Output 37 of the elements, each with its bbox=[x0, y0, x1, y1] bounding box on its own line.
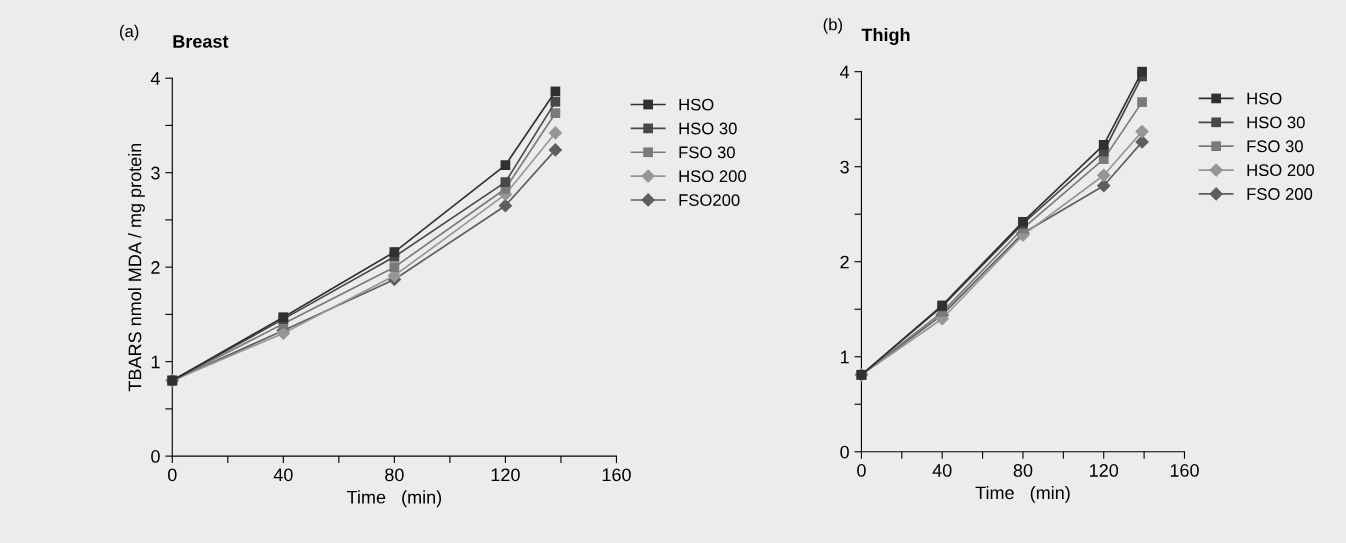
text: (a) bbox=[120, 24, 139, 41]
y-tick-label: 0 bbox=[151, 450, 160, 463]
chart-title: Breast bbox=[173, 35, 229, 48]
x-tick-label: 40 bbox=[273, 468, 293, 482]
legend-label: HSO 30 bbox=[679, 122, 737, 135]
legend-label: FSO200 bbox=[679, 194, 740, 206]
legend-label: HSO bbox=[1247, 92, 1282, 105]
legend-label: HSO 200 bbox=[679, 170, 747, 183]
x-tick-label: 120 bbox=[1090, 464, 1119, 477]
text: (b) bbox=[823, 18, 843, 34]
x-tick-label: 0 bbox=[857, 464, 866, 477]
y-tick-label: 2 bbox=[151, 261, 160, 274]
legend-label: HSO 30 bbox=[1247, 116, 1305, 129]
x-tick-label: 160 bbox=[1170, 464, 1199, 477]
y-tick-label: 1 bbox=[151, 355, 160, 369]
legend-label: FSO 30 bbox=[1247, 140, 1303, 153]
x-tick-label: 0 bbox=[167, 468, 177, 482]
y-tick-label: 1 bbox=[840, 350, 849, 364]
x-axis-title: Time (min) bbox=[975, 485, 1070, 503]
x-tick-label: 80 bbox=[1013, 464, 1033, 477]
legend-label: FSO 200 bbox=[1247, 188, 1313, 200]
x-tick-label: 80 bbox=[385, 468, 404, 482]
x-tick-label: 120 bbox=[491, 468, 520, 482]
y-tick-label: 4 bbox=[150, 72, 160, 85]
x-tick-label: 40 bbox=[932, 464, 952, 477]
y-axis-title: TBARS nmol MDA / mg protein bbox=[128, 143, 145, 392]
x-tick-label: 160 bbox=[602, 468, 631, 482]
y-tick-label: 0 bbox=[840, 445, 849, 459]
y-tick-label: 3 bbox=[151, 166, 160, 180]
legend-label: FSO 30 bbox=[679, 146, 735, 159]
legend-label: HSO bbox=[679, 98, 714, 111]
y-tick-label: 3 bbox=[840, 160, 849, 174]
y-tick-label: 2 bbox=[840, 255, 849, 269]
x-axis-title: Time (min) bbox=[346, 490, 442, 508]
y-tick-label: 4 bbox=[840, 65, 850, 79]
legend-label: HSO 200 bbox=[1247, 164, 1315, 177]
chart-title: Thigh bbox=[861, 28, 910, 45]
